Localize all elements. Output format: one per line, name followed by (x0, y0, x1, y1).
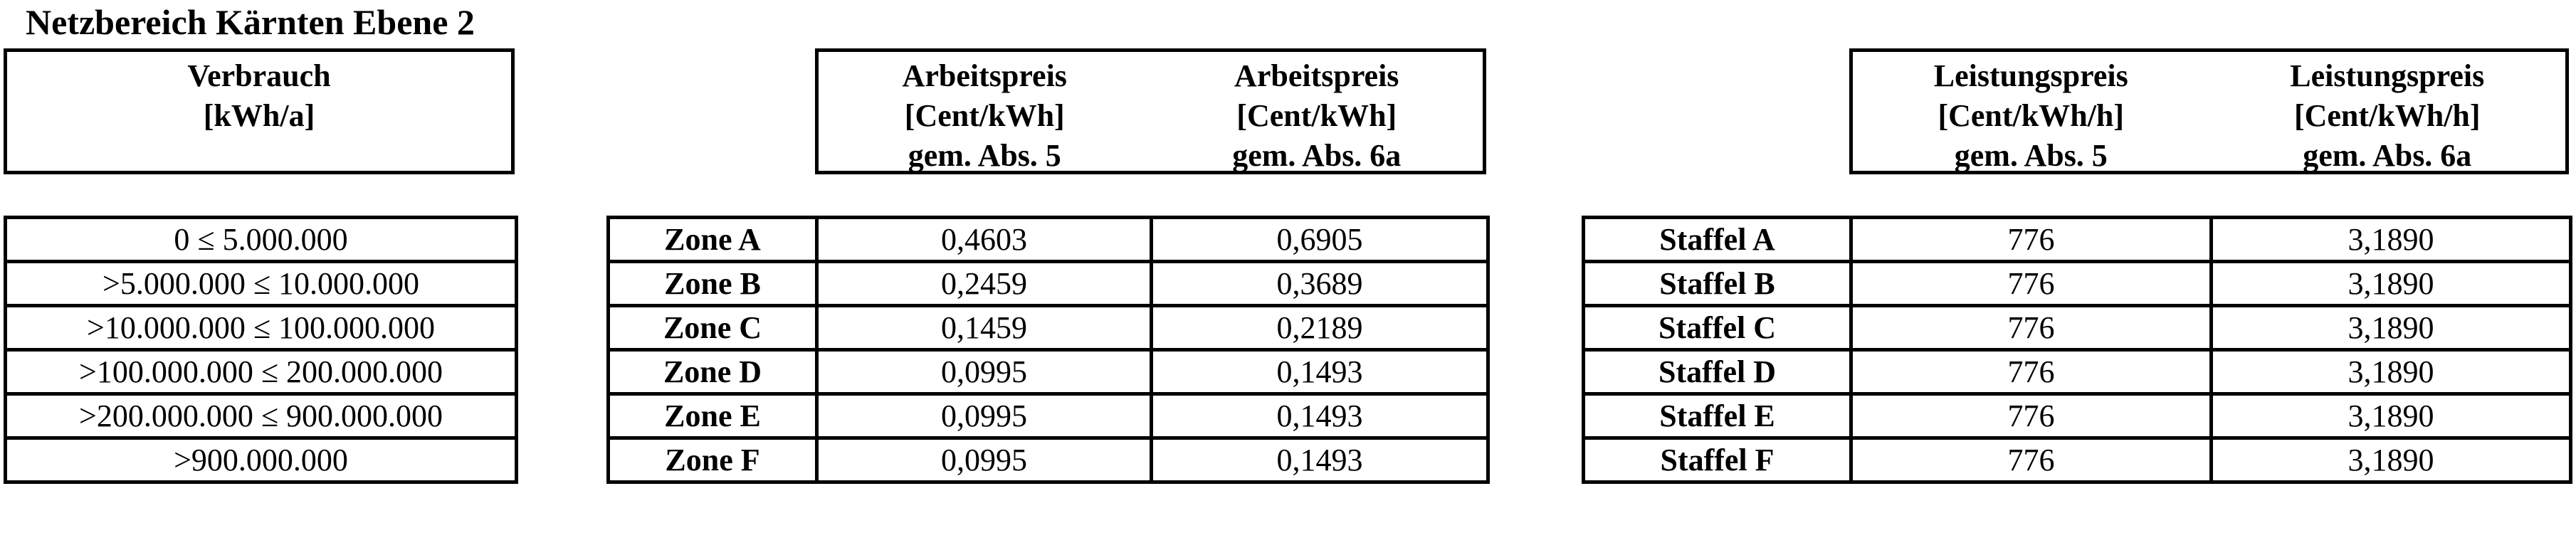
table-row: 0 ≤ 5.000.000 (4, 216, 518, 263)
capacity-price-abs6a-header: Leistungspreis [Cent/kWh/h] gem. Abs. 6a (2209, 52, 2566, 176)
energy-price-abs6a-cell: 0,1493 (1150, 348, 1490, 396)
staffel-label-cell: Staffel C (1582, 304, 1853, 352)
capacity-price-abs5-header-line1: Leistungspreis (1933, 58, 2128, 93)
table-row: Zone A 0,4603 0,6905 (606, 216, 1490, 263)
capacity-price-abs5-cell: 776 (1849, 436, 2213, 484)
table-row: >10.000.000 ≤ 100.000.000 (4, 304, 518, 352)
page-title: Netzbereich Kärnten Ebene 2 (26, 2, 475, 42)
energy-price-abs5-cell: 0,0995 (815, 436, 1153, 484)
table-row: Staffel D 776 3,1890 (1582, 348, 2572, 396)
capacity-price-abs5-cell: 776 (1849, 216, 2213, 263)
energy-price-abs6a-cell: 0,2189 (1150, 304, 1490, 352)
table-row: Zone F 0,0995 0,1493 (606, 436, 1490, 484)
energy-price-abs5-cell: 0,0995 (815, 392, 1153, 440)
consumption-header: Verbrauch [kWh/a] (7, 52, 511, 136)
consumption-range-cell: >900.000.000 (4, 436, 518, 484)
table-row: >100.000.000 ≤ 200.000.000 (4, 348, 518, 396)
consumption-range-cell: 0 ≤ 5.000.000 (4, 216, 518, 263)
capacity-price-header-box: Leistungspreis [Cent/kWh/h] gem. Abs. 5 … (1849, 48, 2569, 174)
energy-price-abs6a-cell: 0,6905 (1150, 216, 1490, 263)
table-row: Zone D 0,0995 0,1493 (606, 348, 1490, 396)
capacity-price-abs6a-cell: 3,1890 (2209, 304, 2572, 352)
table-row: Zone C 0,1459 0,2189 (606, 304, 1490, 352)
table-row: Staffel F 776 3,1890 (1582, 436, 2572, 484)
capacity-price-abs6a-header-line3: gem. Abs. 6a (2303, 138, 2472, 173)
staffel-label-cell: Staffel A (1582, 216, 1853, 263)
energy-price-abs5-cell: 0,2459 (815, 260, 1153, 307)
capacity-price-abs6a-header-line2: [Cent/kWh/h] (2293, 98, 2481, 133)
table-row: Staffel A 776 3,1890 (1582, 216, 2572, 263)
energy-price-abs5-cell: 0,0995 (815, 348, 1153, 396)
table-row: Zone E 0,0995 0,1493 (606, 392, 1490, 440)
zone-label-cell: Zone B (606, 260, 819, 307)
energy-price-abs6a-header-line1: Arbeitspreis (1234, 58, 1399, 93)
zone-label-cell: Zone C (606, 304, 819, 352)
capacity-price-abs5-cell: 776 (1849, 348, 2213, 396)
table-row: Staffel B 776 3,1890 (1582, 260, 2572, 307)
capacity-price-abs5-header-line3: gem. Abs. 5 (1954, 138, 2108, 173)
consumption-header-line2: [kWh/a] (203, 98, 315, 133)
table-row: Staffel E 776 3,1890 (1582, 392, 2572, 440)
zone-label-cell: Zone A (606, 216, 819, 263)
consumption-range-cell: >10.000.000 ≤ 100.000.000 (4, 304, 518, 352)
table-row: Zone B 0,2459 0,3689 (606, 260, 1490, 307)
energy-price-abs5-header-line3: gem. Abs. 5 (908, 138, 1061, 173)
energy-price-abs6a-cell: 0,3689 (1150, 260, 1490, 307)
energy-price-abs5-header: Arbeitspreis [Cent/kWh] gem. Abs. 5 (819, 52, 1151, 176)
energy-price-abs6a-header-line3: gem. Abs. 6a (1232, 138, 1402, 173)
consumption-range-cell: >100.000.000 ≤ 200.000.000 (4, 348, 518, 396)
energy-price-abs5-header-line2: [Cent/kWh] (904, 98, 1065, 133)
consumption-table: 0 ≤ 5.000.000 >5.000.000 ≤ 10.000.000 >1… (4, 216, 518, 484)
capacity-price-abs6a-cell: 3,1890 (2209, 260, 2572, 307)
table-row: >200.000.000 ≤ 900.000.000 (4, 392, 518, 440)
table-row: >5.000.000 ≤ 10.000.000 (4, 260, 518, 307)
consumption-header-line1: Verbrauch (187, 58, 331, 93)
staffel-label-cell: Staffel E (1582, 392, 1853, 440)
zone-label-cell: Zone D (606, 348, 819, 396)
table-row: Staffel C 776 3,1890 (1582, 304, 2572, 352)
zone-label-cell: Zone E (606, 392, 819, 440)
consumption-header-box: Verbrauch [kWh/a] (4, 48, 515, 174)
staffel-label-cell: Staffel F (1582, 436, 1853, 484)
capacity-price-abs5-cell: 776 (1849, 260, 2213, 307)
staffel-label-cell: Staffel D (1582, 348, 1853, 396)
staffel-label-cell: Staffel B (1582, 260, 1853, 307)
energy-price-abs5-header-line1: Arbeitspreis (902, 58, 1067, 93)
capacity-price-abs6a-cell: 3,1890 (2209, 436, 2572, 484)
zone-label-cell: Zone F (606, 436, 819, 484)
energy-price-header-box: Arbeitspreis [Cent/kWh] gem. Abs. 5 Arbe… (815, 48, 1486, 174)
energy-price-abs6a-header-line2: [Cent/kWh] (1236, 98, 1397, 133)
capacity-price-abs5-header-line2: [Cent/kWh/h] (1938, 98, 2125, 133)
consumption-range-cell: >5.000.000 ≤ 10.000.000 (4, 260, 518, 307)
energy-price-abs6a-cell: 0,1493 (1150, 392, 1490, 440)
energy-price-abs6a-cell: 0,1493 (1150, 436, 1490, 484)
capacity-price-abs6a-cell: 3,1890 (2209, 392, 2572, 440)
energy-price-abs5-cell: 0,4603 (815, 216, 1153, 263)
energy-price-table: Zone A 0,4603 0,6905 Zone B 0,2459 0,368… (606, 216, 1490, 484)
capacity-price-abs5-header: Leistungspreis [Cent/kWh/h] gem. Abs. 5 (1853, 52, 2209, 176)
capacity-price-abs5-cell: 776 (1849, 304, 2213, 352)
capacity-price-abs6a-cell: 3,1890 (2209, 348, 2572, 396)
energy-price-abs5-cell: 0,1459 (815, 304, 1153, 352)
energy-price-abs6a-header: Arbeitspreis [Cent/kWh] gem. Abs. 6a (1151, 52, 1483, 176)
table-row: >900.000.000 (4, 436, 518, 484)
capacity-price-abs6a-cell: 3,1890 (2209, 216, 2572, 263)
capacity-price-abs5-cell: 776 (1849, 392, 2213, 440)
consumption-range-cell: >200.000.000 ≤ 900.000.000 (4, 392, 518, 440)
capacity-price-table: Staffel A 776 3,1890 Staffel B 776 3,189… (1582, 216, 2572, 484)
capacity-price-abs6a-header-line1: Leistungspreis (2290, 58, 2485, 93)
